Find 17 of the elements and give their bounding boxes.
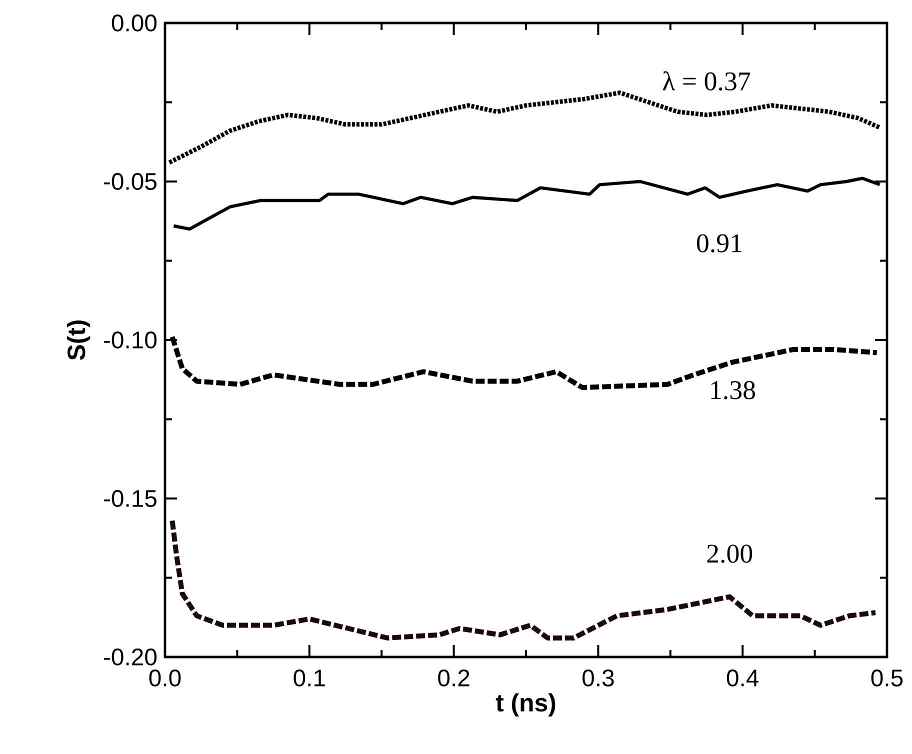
y-tick-label: -0.15 — [104, 490, 156, 507]
series-label: λ = 0.37 — [662, 71, 750, 91]
x-tick-label: 0.3 — [582, 670, 614, 686]
y-tick-label: -0.20 — [104, 648, 157, 666]
x-tick-label: 0.0 — [149, 670, 181, 686]
x-tick-label: 0.4 — [726, 670, 759, 686]
y-axis-title: S(t) — [66, 320, 90, 360]
y-tick-label: -0.05 — [104, 173, 156, 190]
y-tick-label: 0.00 — [112, 14, 157, 32]
x-tick-label: 0.2 — [438, 670, 470, 686]
x-tick-label: 0.1 — [294, 670, 325, 686]
series-label: 0.91 — [696, 234, 742, 252]
series-label: 2.00 — [707, 544, 752, 563]
series-label: 1.38 — [711, 381, 756, 400]
y-tick-label: -0.10 — [104, 332, 157, 348]
x-tick-label: 0.5 — [871, 670, 903, 686]
x-axis-title: t (ns) — [496, 693, 556, 717]
